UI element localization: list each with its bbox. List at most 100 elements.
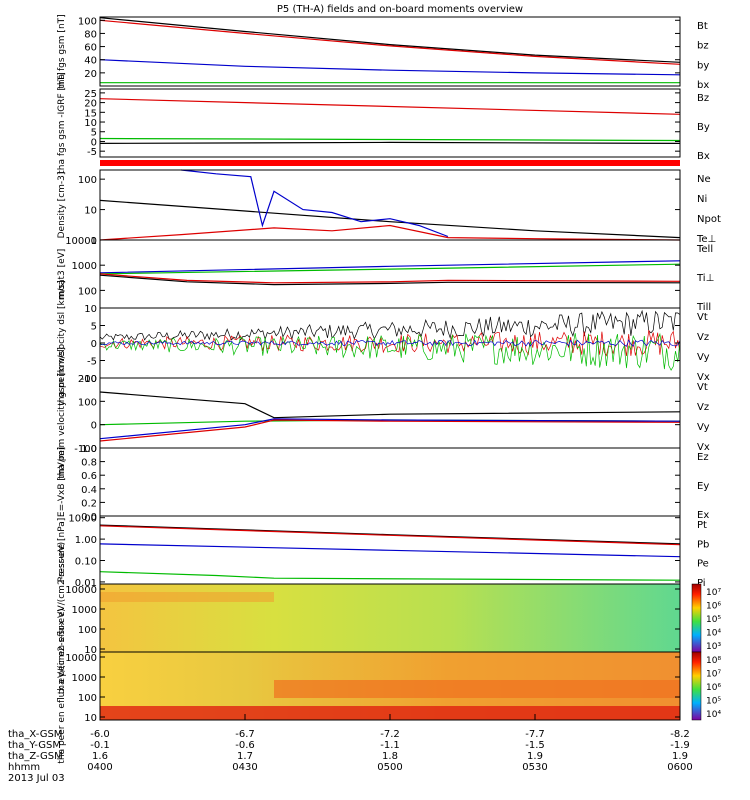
colorbar-tick: 10⁷ (706, 588, 721, 598)
plot-title: P5 (TH-A) fields and on-board moments ov… (277, 4, 523, 15)
x-axis-labels: tha_X-GSM -6.0 -6.7 -7.2 -7.7 -8.2 tha_Y-GSM -0… (8, 714, 693, 784)
y-tick-label: -5 (87, 357, 97, 368)
series-Vx (99, 418, 681, 440)
legend-entry: Ey (697, 481, 709, 492)
y-tick-label: 10 (84, 304, 97, 315)
x-row-label: tha_Y-GSM (8, 740, 61, 751)
y-tick-label: 0.6 (81, 471, 97, 482)
y-tick-label: 1000 (72, 605, 97, 616)
x-row-value: 0500 (377, 762, 402, 773)
colorbar-tick: 10⁷ (706, 670, 721, 680)
series-Vx (100, 339, 681, 347)
colorbar-9 (691, 583, 702, 653)
legend-entry: Ez (697, 452, 709, 463)
y-tick-label: 0 (91, 137, 97, 148)
y-tick-label: 10000 (65, 236, 97, 247)
y-tick-label: 100 (78, 397, 97, 408)
series-Bx (99, 141, 681, 144)
x-row-label: tha_X-GSM (8, 729, 62, 740)
y-tick-label: 100 (78, 625, 97, 636)
y-axis-label: E=-VxB [mV/m] (57, 447, 67, 517)
series-Vt (99, 391, 681, 419)
panel-frame (99, 239, 681, 309)
panel-7: 1.0 0.8 0.6 0.4 0.2 0.0 E=-VxB [mV/m] Ez Ey Ex (57, 444, 709, 523)
series-Till (99, 263, 681, 275)
colorbar-tick: 10⁶ (706, 602, 721, 612)
colorbar-tick: 10⁵ (706, 697, 721, 707)
panel-4: 10000 1000 100 moat3 [eV] Tell Ti⊥ Till (57, 236, 714, 313)
series-Tell (99, 274, 681, 286)
y-tick-label: 0.2 (81, 498, 97, 509)
x-row-value: -7.7 (525, 729, 545, 740)
legend-entry: Ne (697, 174, 711, 185)
y-tick-label: 0.8 (81, 458, 97, 469)
series-Bz (99, 98, 681, 115)
legend-entry: Vx (697, 442, 710, 453)
legend-entry: Pe (697, 559, 709, 570)
legend-entry: Vt (697, 312, 708, 323)
legend-entry: Te⊥ (696, 234, 716, 245)
series-Vz (99, 330, 681, 357)
legend-entry: Till (696, 302, 711, 313)
x-row-value: -8.2 (670, 729, 690, 740)
y-tick-label: 1000 (72, 673, 97, 684)
panel-frame (99, 16, 681, 87)
heatmap-band (100, 592, 274, 602)
panel-10: 10⁸ 10⁷ 10⁶ 10⁵ 10⁴ 10000 1000 100 10 tha peer en… (57, 608, 721, 763)
y-tick-label: 0.4 (81, 485, 97, 496)
legend-entry: Pi (697, 578, 706, 589)
y-tick-label: 0.0 (81, 512, 97, 523)
separator-bar (100, 160, 680, 166)
x-row-value: -0.1 (90, 740, 110, 751)
y-tick-label: 20 (84, 99, 97, 110)
colorbar-10 (691, 651, 702, 721)
series-bx (99, 59, 681, 76)
x-row-value: 0530 (522, 762, 547, 773)
x-row-value: 0430 (232, 762, 257, 773)
series-Ni (99, 199, 681, 239)
legend-entry: bx (697, 80, 709, 91)
x-axis-date: 2013 Jul 03 (8, 773, 65, 784)
legend-entry: bz (697, 41, 709, 52)
panel-frame (99, 447, 681, 517)
colorbar-tick: 10⁴ (706, 710, 721, 720)
y-axis-label: moat3 [eV] (57, 249, 67, 300)
panel-6: 200 100 0 -100 tha peim velocity gsm [km/s] V… (57, 347, 710, 479)
y-tick-label: 20 (84, 69, 97, 80)
y-tick-label: 1.00 (75, 535, 97, 546)
x-row-value: -6.0 (90, 729, 110, 740)
series-Ti⊥ (99, 273, 681, 284)
y-tick-label: 0.10 (75, 557, 97, 568)
y-tick-label: 200 (78, 374, 97, 385)
y-tick-label: 5 (91, 322, 97, 333)
y-axis-label: tha peim velocity dsl [km/s] (57, 280, 67, 406)
series-Ne (99, 224, 681, 241)
y-tick-label: 10 (84, 645, 97, 656)
y-tick-label: 10 (84, 206, 97, 217)
panel-frame (99, 88, 681, 158)
y-tick-label: 10000 (65, 653, 97, 664)
panel-8: 10.00 1.00 0.10 0.01 Pressure [nPa] Pt Pb Pe Pi (57, 514, 709, 589)
y-axis-label: tha peim velocity gsm [km/s] (57, 347, 67, 479)
x-row-value: 1.9 (527, 751, 543, 762)
legend-entry: Pb (697, 539, 709, 550)
legend-entry: Npot (697, 214, 721, 225)
series-Vy (99, 332, 681, 371)
colorbar-tick: 10⁴ (706, 629, 721, 639)
series-bz (99, 19, 681, 65)
series-By (99, 137, 681, 142)
y-axis-label: tha peer en eflux eV/(cm2-s-sr-eV) (57, 608, 67, 763)
y-tick-label: 0 (91, 421, 97, 432)
legend-entry: Vt (697, 382, 708, 393)
legend-entry: Bz (697, 93, 709, 104)
y-tick-label: 80 (84, 29, 97, 40)
colorbar-tick: 10⁶ (706, 683, 721, 693)
panel-9: 10⁷ 10⁶ 10⁵ 10⁴ 10³ 10000 1000 100 10 tha peir en… (57, 542, 721, 694)
y-tick-label: 0.01 (75, 578, 97, 589)
panel-frame (99, 169, 681, 241)
x-row-value: -0.6 (235, 740, 255, 751)
legend-entry: Ex (697, 510, 709, 521)
